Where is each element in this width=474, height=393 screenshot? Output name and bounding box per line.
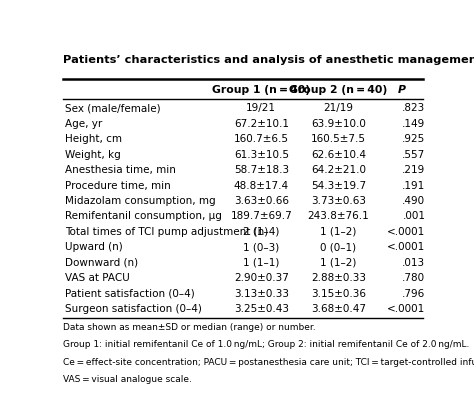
Text: 1 (0–3): 1 (0–3) — [243, 242, 279, 252]
Text: Procedure time, min: Procedure time, min — [65, 181, 171, 191]
Text: Upward (n): Upward (n) — [65, 242, 122, 252]
Text: 63.9±10.0: 63.9±10.0 — [311, 119, 366, 129]
Text: 54.3±19.7: 54.3±19.7 — [311, 181, 366, 191]
Text: Group 1 (n = 40): Group 1 (n = 40) — [212, 85, 310, 95]
Text: 19/21: 19/21 — [246, 103, 276, 114]
Text: Ce = effect-site concentration; PACU = postanesthesia care unit; TCI = target-co: Ce = effect-site concentration; PACU = p… — [63, 358, 474, 367]
Text: <.0001: <.0001 — [387, 227, 426, 237]
Text: Total times of TCI pump adjustment (n): Total times of TCI pump adjustment (n) — [65, 227, 268, 237]
Text: .557: .557 — [402, 150, 426, 160]
Text: .013: .013 — [402, 258, 426, 268]
Text: .925: .925 — [402, 134, 426, 144]
Text: Weight, kg: Weight, kg — [65, 150, 120, 160]
Text: Midazolam consumption, mg: Midazolam consumption, mg — [65, 196, 215, 206]
Text: 1 (1–2): 1 (1–2) — [320, 227, 356, 237]
Text: 64.2±21.0: 64.2±21.0 — [311, 165, 366, 175]
Text: 21/19: 21/19 — [323, 103, 354, 114]
Text: .149: .149 — [402, 119, 426, 129]
Text: 0 (0–1): 0 (0–1) — [320, 242, 356, 252]
Text: Age, yr: Age, yr — [65, 119, 102, 129]
Text: P: P — [398, 85, 406, 95]
Text: Surgeon satisfaction (0–4): Surgeon satisfaction (0–4) — [65, 304, 201, 314]
Text: 67.2±10.1: 67.2±10.1 — [234, 119, 289, 129]
Text: 2 (1–4): 2 (1–4) — [243, 227, 280, 237]
Text: .796: .796 — [402, 288, 426, 299]
Text: <.0001: <.0001 — [387, 242, 426, 252]
Text: Group 1: initial remifentanil Ce of 1.0 ng/mL; Group 2: initial remifentanil Ce : Group 1: initial remifentanil Ce of 1.0 … — [63, 340, 469, 349]
Text: Group 2 (n = 40): Group 2 (n = 40) — [289, 85, 388, 95]
Text: .780: .780 — [402, 273, 426, 283]
Text: 1 (1–1): 1 (1–1) — [243, 258, 280, 268]
Text: <.0001: <.0001 — [387, 304, 426, 314]
Text: 243.8±76.1: 243.8±76.1 — [308, 211, 369, 222]
Text: 3.25±0.43: 3.25±0.43 — [234, 304, 289, 314]
Text: Patient satisfaction (0–4): Patient satisfaction (0–4) — [65, 288, 194, 299]
Text: Anesthesia time, min: Anesthesia time, min — [65, 165, 176, 175]
Text: 2.90±0.37: 2.90±0.37 — [234, 273, 289, 283]
Text: 61.3±10.5: 61.3±10.5 — [234, 150, 289, 160]
Text: .001: .001 — [402, 211, 426, 222]
Text: 48.8±17.4: 48.8±17.4 — [234, 181, 289, 191]
Text: .191: .191 — [402, 181, 426, 191]
Text: Sex (male/female): Sex (male/female) — [65, 103, 160, 114]
Text: .490: .490 — [402, 196, 426, 206]
Text: Remifentanil consumption, μg: Remifentanil consumption, μg — [65, 211, 222, 222]
Text: .219: .219 — [402, 165, 426, 175]
Text: 189.7±69.7: 189.7±69.7 — [230, 211, 292, 222]
Text: Data shown as mean±SD or median (range) or number.: Data shown as mean±SD or median (range) … — [63, 323, 316, 332]
Text: 3.13±0.33: 3.13±0.33 — [234, 288, 289, 299]
Text: 1 (1–2): 1 (1–2) — [320, 258, 356, 268]
Text: 62.6±10.4: 62.6±10.4 — [311, 150, 366, 160]
Text: Downward (n): Downward (n) — [65, 258, 138, 268]
Text: .823: .823 — [402, 103, 426, 114]
Text: Patients’ characteristics and analysis of anesthetic management.: Patients’ characteristics and analysis o… — [63, 55, 474, 65]
Text: VAS at PACU: VAS at PACU — [65, 273, 129, 283]
Text: VAS = visual analogue scale.: VAS = visual analogue scale. — [63, 375, 192, 384]
Text: 160.7±6.5: 160.7±6.5 — [234, 134, 289, 144]
Text: Height, cm: Height, cm — [65, 134, 122, 144]
Text: 58.7±18.3: 58.7±18.3 — [234, 165, 289, 175]
Text: 3.15±0.36: 3.15±0.36 — [311, 288, 366, 299]
Text: 3.63±0.66: 3.63±0.66 — [234, 196, 289, 206]
Text: 3.68±0.47: 3.68±0.47 — [311, 304, 366, 314]
Text: 160.5±7.5: 160.5±7.5 — [311, 134, 366, 144]
Text: 2.88±0.33: 2.88±0.33 — [311, 273, 366, 283]
Text: 3.73±0.63: 3.73±0.63 — [311, 196, 366, 206]
